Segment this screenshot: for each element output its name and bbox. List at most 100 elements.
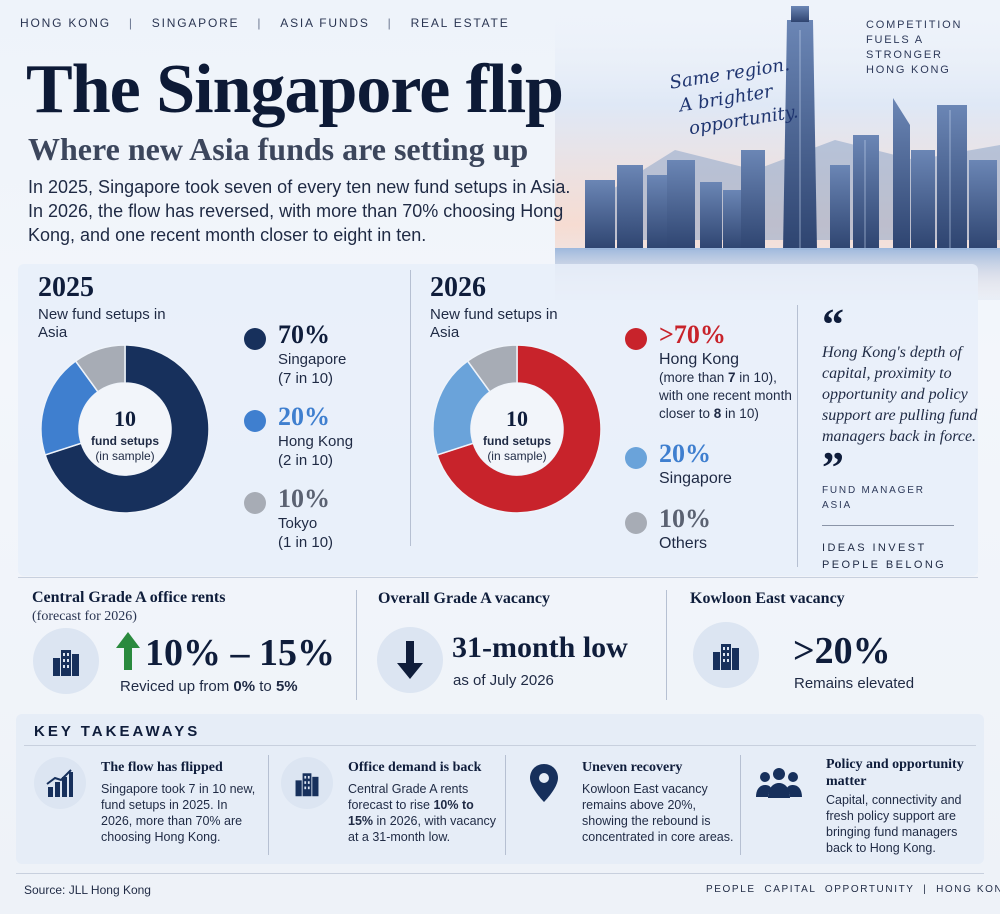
page-title: The Singapore flip [26, 51, 564, 128]
legend-label: Hong Kong [659, 351, 740, 368]
intro-text: In 2025, Singapore took seven of every t… [28, 177, 571, 245]
legend-item-others: 10% Others [625, 504, 795, 553]
donut-chart-2026: 10 fund setups (in sample) [432, 344, 602, 514]
legend-item-hong-kong: >70% Hong Kong (more than 7 in 10), with… [625, 320, 795, 423]
legend-detail-hk: (more than 7 in 10), with one recent mon… [659, 370, 792, 421]
legend-swatch [625, 512, 647, 534]
divider [505, 755, 506, 855]
takeaway-heading: Policy and opportunity matter [826, 757, 964, 789]
nav-item-asia-funds[interactable]: ASIA FUNDS [280, 16, 370, 30]
office-building-icon [693, 622, 759, 688]
legend-label: Singapore [659, 470, 732, 487]
legend-percent: 20% [278, 402, 330, 431]
divider [822, 525, 954, 526]
legend-swatch [625, 447, 647, 469]
legend-label: Tokyo [278, 515, 318, 532]
legend-percent: >70% [659, 320, 726, 349]
chart-2025-subtitle: New fund setups in Asia [38, 306, 166, 341]
key-takeaways-panel [16, 714, 984, 864]
quote-text: Hong Kong's depth of capital, proximity … [822, 344, 978, 445]
donut-center-note: (in sample) [487, 449, 546, 463]
legend-label: Others [659, 535, 708, 552]
page-subtitle: Where new Asia funds are setting up [28, 131, 529, 167]
metric-note: Remains elevated [794, 675, 915, 692]
takeaway-body: Central Grade A rents forecast to rise 1… [348, 782, 497, 844]
open-quote-mark: “ [822, 300, 844, 349]
brand-line: IDEAS INVEST PEOPLE BELONG [822, 542, 947, 571]
donut-center-value: 10 [114, 406, 136, 431]
legend-item-tokyo: 10% Tokyo (1 in 10) [244, 484, 404, 552]
metric-heading: Overall Grade A vacancy [378, 590, 550, 607]
nav-item-real-estate[interactable]: REAL ESTATE [410, 16, 510, 30]
metric-note: Reviced up from 0% to 5% [120, 678, 298, 695]
metric-value: >20% [793, 630, 891, 672]
legend-detail: (7 in 10) [278, 370, 334, 387]
legend-detail: (more than 7 in 10), with one recent mon… [659, 369, 795, 423]
legend-item-singapore: 20% Singapore [625, 439, 795, 488]
chart-2026-title: 2026 [430, 272, 486, 303]
legend-percent: 10% [278, 484, 330, 513]
divider [16, 873, 984, 874]
legend-swatch [244, 492, 266, 514]
footer-brand-line: PEOPLE CAPITAL OPPORTUNITY | HONG KONG [706, 884, 1000, 895]
legend-label: Hong Kong [278, 433, 354, 450]
takeaway-heading: Uneven recovery [582, 760, 683, 775]
takeaway-body: Capital, connectivity and fresh policy s… [826, 793, 962, 855]
metric-heading: Kowloon East vacancy [690, 590, 845, 607]
legend-percent: 10% [659, 504, 711, 533]
corner-tag: COMPETITION FUELS A STRONGER HONG KONG [866, 19, 963, 76]
metric-subheading: (forecast for 2026) [32, 609, 137, 624]
donut-chart-2025: 10 fund setups (in sample) [40, 344, 210, 514]
metric-heading: Central Grade A office rents [32, 589, 226, 606]
legend-swatch [244, 410, 266, 432]
arrow-down-icon [377, 627, 443, 693]
people-group-icon [753, 757, 805, 809]
divider [410, 270, 411, 546]
nav-item-hong-kong[interactable]: HONG KONG [20, 16, 111, 30]
source-note: Source: JLL Hong Kong [24, 883, 151, 897]
donut-center-label: fund setups [483, 434, 551, 448]
legend-label: Singapore [278, 351, 347, 368]
legend-percent: 20% [659, 439, 711, 468]
divider [24, 745, 976, 746]
close-quote-mark: ” [822, 443, 844, 492]
donut-hole [471, 383, 563, 475]
key-takeaways-title: KEY TAKEAWAYS [34, 723, 201, 740]
metric-value: 31-month low [452, 631, 628, 664]
legend-swatch [625, 328, 647, 350]
takeaway-body: Kowloon East vacancy remains above 20%, … [582, 782, 734, 844]
divider [740, 755, 741, 855]
legend-detail: (1 in 10) [278, 534, 334, 551]
divider [268, 755, 269, 855]
legend-swatch [244, 328, 266, 350]
legend-percent: 70% [278, 320, 330, 349]
quote-block: “ Hong Kong's depth of capital, proximit… [822, 300, 982, 574]
takeaway-body: Singapore took 7 in 10 new, fund setups … [101, 782, 256, 844]
divider [797, 305, 798, 567]
nav-separator: | [257, 16, 263, 30]
legend-item-singapore: 70% Singapore (7 in 10) [244, 320, 404, 388]
chart-2026-subtitle: New fund setups in Asia [430, 306, 558, 341]
bar-chart-growth-icon [34, 757, 86, 809]
nav-separator: | [387, 16, 393, 30]
legend-item-hong-kong: 20% Hong Kong (2 in 10) [244, 402, 404, 470]
legend-detail: (2 in 10) [278, 452, 334, 469]
metric-value: 10% – 15% [145, 632, 335, 674]
office-building-icon [33, 628, 99, 694]
office-building-icon [281, 757, 333, 809]
metric-note: as of July 2026 [453, 672, 554, 689]
donut-center-value: 10 [506, 406, 528, 431]
arrow-up-icon [116, 632, 140, 675]
nav-item-singapore[interactable]: SINGAPORE [151, 16, 240, 30]
chart-2025-title: 2025 [38, 272, 94, 303]
donut-center-note: (in sample) [95, 449, 154, 463]
divider [18, 577, 978, 578]
takeaway-heading: The flow has flipped [101, 760, 223, 775]
nav-separator: | [128, 16, 134, 30]
donut-center-label: fund setups [91, 434, 159, 448]
legend-2025: 70% Singapore (7 in 10) 20% Hong Kong (2… [244, 320, 404, 552]
legend-2026: >70% Hong Kong (more than 7 in 10), with… [625, 320, 795, 553]
top-nav: HONG KONG | SINGAPORE | ASIA FUNDS | REA… [20, 16, 510, 30]
donut-hole [79, 383, 171, 475]
divider [356, 590, 357, 700]
